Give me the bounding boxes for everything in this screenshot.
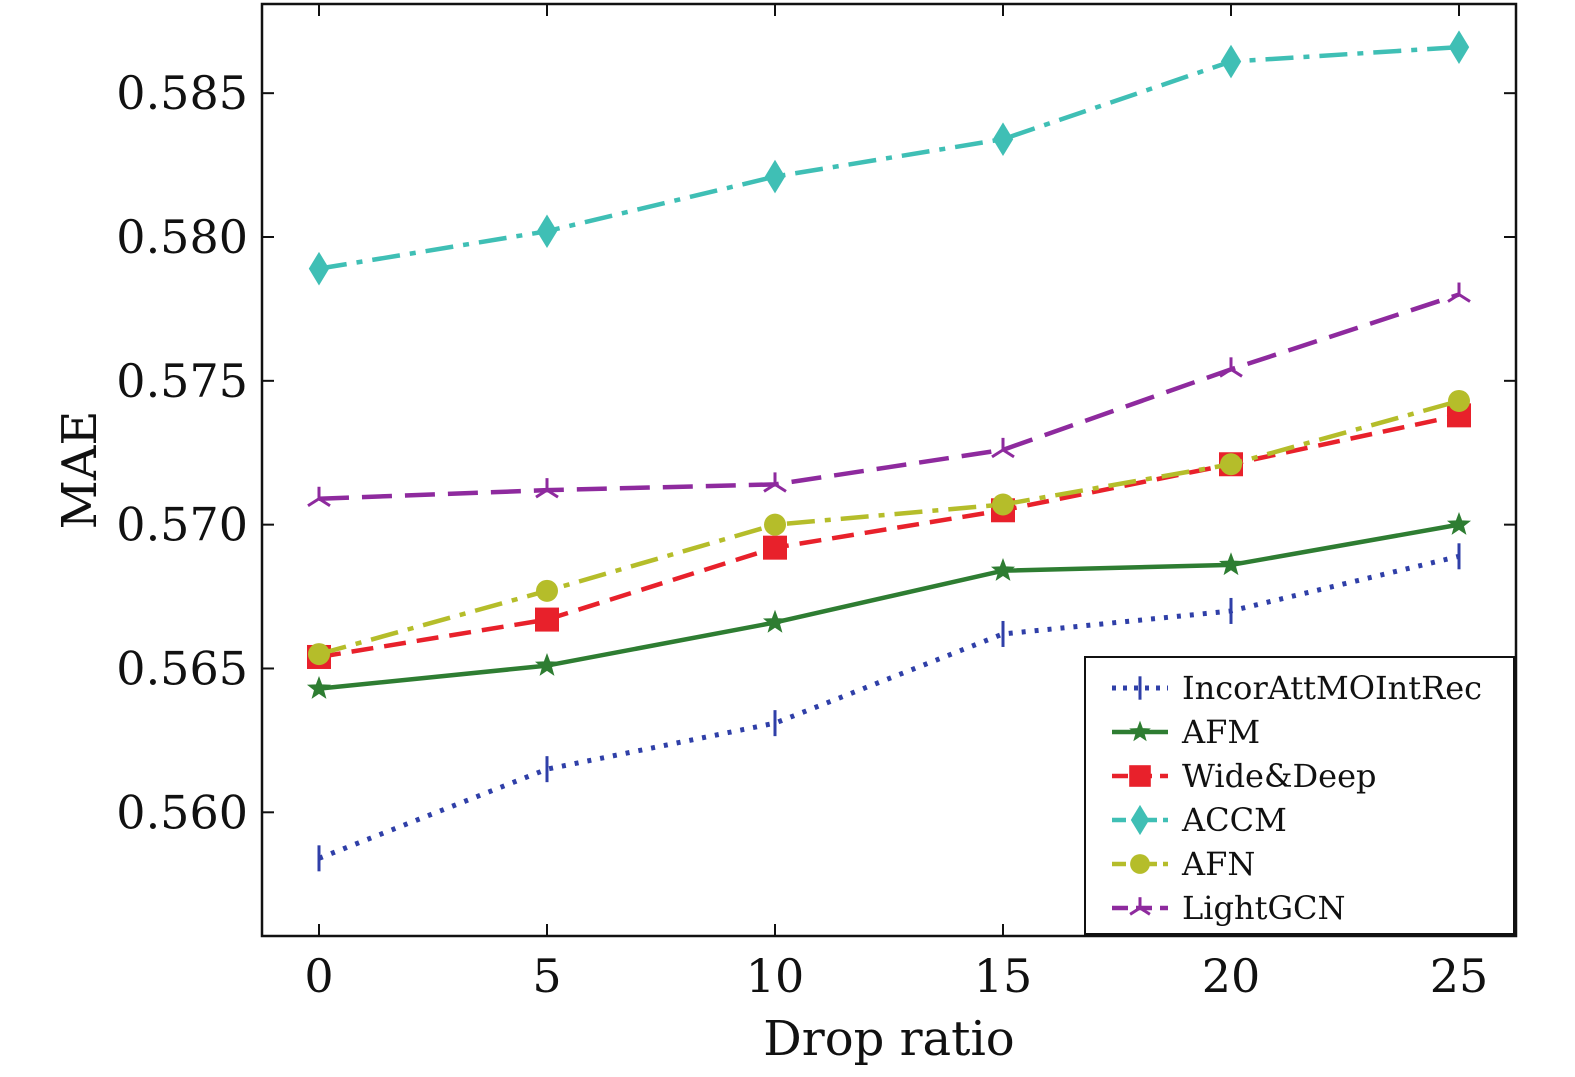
legend-label: AFN <box>1181 845 1255 883</box>
y-axis-label: MAE <box>52 411 108 530</box>
data-point <box>1448 389 1470 412</box>
legend-item: LightGCN <box>1112 889 1345 927</box>
y-tick-label: 0.585 <box>116 66 248 120</box>
y-axis: 0.560 0.565 0.570 0.575 0.580 0.585 <box>116 66 1516 839</box>
series-2 <box>307 403 1471 669</box>
x-tick-label: 5 <box>532 949 561 1003</box>
data-point <box>536 214 558 249</box>
data-point <box>1447 282 1471 303</box>
legend: IncorAttMOIntRec AFM Wide&Deep ACCM AFN Light… <box>1084 656 1515 935</box>
data-point <box>534 652 560 676</box>
data-point <box>308 251 330 286</box>
data-point <box>1129 720 1151 742</box>
y-tick-label: 0.560 <box>116 785 248 839</box>
legend-item: Wide&Deep <box>1112 757 1376 795</box>
plot-frame <box>260 2 1518 938</box>
data-point <box>992 122 1014 156</box>
data-point <box>1129 765 1151 787</box>
y-tick-label: 0.570 <box>116 498 248 552</box>
legend-label: LightGCN <box>1182 889 1345 927</box>
y-tick-label: 0.575 <box>116 354 248 408</box>
series-line <box>318 522 1460 691</box>
series-line <box>318 413 1460 660</box>
y-tick-label: 0.580 <box>116 210 248 264</box>
data-point <box>764 513 786 536</box>
data-point <box>1219 357 1243 378</box>
data-point <box>764 159 786 194</box>
data-point <box>535 607 559 632</box>
data-point <box>1220 453 1242 476</box>
series-line <box>318 44 1460 271</box>
x-axis: 0 5 10 15 20 25 <box>304 4 1488 1003</box>
data-point <box>762 609 788 633</box>
series-0 <box>317 543 1461 872</box>
legend-item: AFM <box>1112 713 1260 751</box>
data-point <box>307 486 331 508</box>
y-tick-label: 0.565 <box>116 641 248 695</box>
data-point <box>1446 512 1472 535</box>
x-tick-label: 25 <box>1430 949 1489 1003</box>
series-5 <box>307 282 1471 508</box>
data-point <box>990 558 1016 581</box>
series-4 <box>308 389 1470 666</box>
data-point <box>1129 897 1151 916</box>
series-line <box>318 398 1460 657</box>
series-line <box>318 292 1460 502</box>
data-point <box>535 478 559 499</box>
legend-item: ACCM <box>1112 801 1287 839</box>
series-line <box>318 553 1460 861</box>
series-1 <box>306 512 1472 699</box>
data-point <box>991 437 1015 459</box>
legend-item: AFN <box>1112 845 1255 883</box>
data-point <box>1218 552 1244 576</box>
x-tick-label: 10 <box>746 949 805 1003</box>
x-axis-label: Drop ratio <box>763 1011 1014 1067</box>
legend-box <box>1084 656 1515 935</box>
series-3 <box>308 30 1470 286</box>
legend-label: ACCM <box>1181 801 1287 839</box>
data-point <box>763 535 787 560</box>
data-point <box>1130 804 1150 836</box>
legend-label: AFM <box>1181 713 1260 751</box>
x-tick-label: 0 <box>304 949 333 1003</box>
legend-label: IncorAttMOIntRec <box>1182 669 1482 707</box>
data-point <box>536 579 558 602</box>
data-point <box>1448 30 1470 64</box>
data-point <box>306 675 332 699</box>
data-point <box>992 493 1014 516</box>
data-point <box>1220 44 1242 79</box>
data-point <box>1130 854 1150 874</box>
data-point <box>308 643 330 666</box>
data-point <box>763 472 787 493</box>
legend-item: IncorAttMOIntRec <box>1112 669 1482 707</box>
x-tick-label: 15 <box>974 949 1033 1003</box>
series-layer <box>306 30 1472 872</box>
x-tick-label: 20 <box>1202 949 1261 1003</box>
legend-label: Wide&Deep <box>1182 757 1376 795</box>
